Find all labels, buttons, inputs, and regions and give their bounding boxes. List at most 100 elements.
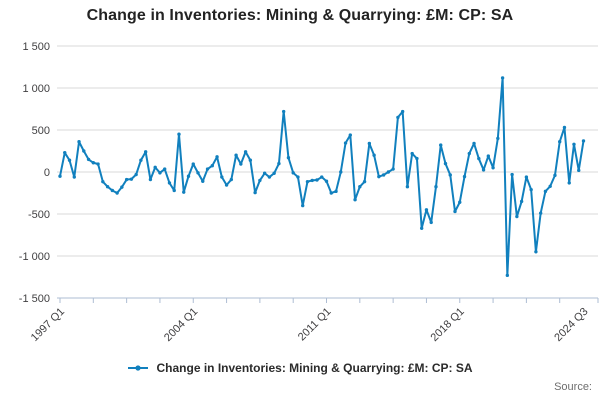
data-point[interactable] bbox=[129, 177, 134, 181]
data-point[interactable] bbox=[567, 181, 571, 185]
data-point[interactable] bbox=[77, 140, 81, 144]
data-point[interactable] bbox=[458, 200, 462, 204]
data-point[interactable] bbox=[339, 170, 343, 174]
data-point[interactable] bbox=[86, 157, 91, 162]
data-point[interactable] bbox=[139, 158, 143, 162]
data-point[interactable] bbox=[253, 190, 257, 195]
data-point[interactable] bbox=[258, 178, 262, 183]
data-point[interactable] bbox=[377, 174, 381, 179]
data-point[interactable] bbox=[215, 155, 219, 159]
data-point[interactable] bbox=[419, 226, 424, 230]
data-point[interactable] bbox=[334, 189, 338, 194]
data-point[interactable] bbox=[167, 181, 172, 185]
data-point[interactable] bbox=[229, 177, 234, 182]
data-point[interactable] bbox=[205, 167, 210, 171]
data-point[interactable] bbox=[248, 158, 253, 162]
data-point[interactable] bbox=[158, 171, 162, 175]
data-point[interactable] bbox=[515, 214, 519, 219]
data-point[interactable] bbox=[562, 125, 567, 130]
data-point[interactable] bbox=[329, 191, 333, 195]
data-point[interactable] bbox=[182, 190, 186, 194]
data-point[interactable] bbox=[391, 167, 395, 171]
data-point[interactable] bbox=[243, 150, 248, 154]
data-point[interactable] bbox=[362, 179, 367, 184]
data-point[interactable] bbox=[143, 150, 148, 154]
data-point[interactable] bbox=[220, 175, 224, 179]
data-point[interactable] bbox=[82, 149, 86, 153]
data-point[interactable] bbox=[286, 156, 291, 160]
data-point[interactable] bbox=[110, 188, 115, 193]
data-point[interactable] bbox=[301, 203, 305, 208]
data-point[interactable] bbox=[486, 154, 491, 158]
data-point[interactable] bbox=[120, 185, 124, 189]
data-point[interactable] bbox=[96, 162, 100, 166]
data-point[interactable] bbox=[201, 179, 205, 183]
data-point[interactable] bbox=[429, 220, 433, 225]
chart-legend[interactable]: Change in Inventories: Mining & Quarryin… bbox=[0, 361, 600, 375]
data-point[interactable] bbox=[510, 172, 514, 177]
data-point[interactable] bbox=[272, 171, 276, 175]
data-point[interactable] bbox=[548, 184, 552, 188]
data-point[interactable] bbox=[534, 250, 538, 254]
data-point[interactable] bbox=[186, 174, 191, 178]
data-point[interactable] bbox=[415, 156, 419, 161]
data-point[interactable] bbox=[491, 166, 495, 170]
data-point[interactable] bbox=[267, 175, 272, 179]
data-point[interactable] bbox=[315, 178, 319, 182]
data-point[interactable] bbox=[262, 171, 267, 175]
data-point[interactable] bbox=[63, 150, 67, 155]
data-point[interactable] bbox=[543, 189, 548, 194]
data-point[interactable] bbox=[524, 175, 529, 179]
data-point[interactable] bbox=[163, 167, 167, 171]
data-point[interactable] bbox=[353, 198, 357, 202]
data-point[interactable] bbox=[224, 183, 229, 187]
data-point[interactable] bbox=[367, 141, 372, 146]
data-point[interactable] bbox=[196, 171, 200, 175]
data-point[interactable] bbox=[310, 178, 314, 183]
data-point[interactable] bbox=[296, 175, 300, 179]
data-point[interactable] bbox=[291, 171, 295, 175]
data-point[interactable] bbox=[101, 179, 105, 184]
data-point[interactable] bbox=[529, 187, 533, 192]
data-point[interactable] bbox=[277, 161, 281, 166]
data-point[interactable] bbox=[191, 162, 195, 166]
data-point[interactable] bbox=[581, 139, 586, 143]
data-point[interactable] bbox=[358, 185, 362, 189]
data-point[interactable] bbox=[434, 185, 438, 189]
data-point[interactable] bbox=[210, 164, 214, 168]
data-point[interactable] bbox=[505, 273, 510, 278]
data-point[interactable] bbox=[410, 151, 414, 156]
data-point[interactable] bbox=[320, 175, 324, 179]
data-point[interactable] bbox=[372, 153, 376, 157]
data-point[interactable] bbox=[305, 179, 310, 184]
data-point[interactable] bbox=[239, 162, 243, 166]
data-point[interactable] bbox=[58, 174, 62, 178]
data-point[interactable] bbox=[553, 173, 557, 178]
data-point[interactable] bbox=[72, 175, 76, 179]
data-point[interactable] bbox=[134, 172, 138, 177]
data-point[interactable] bbox=[343, 141, 348, 145]
data-point[interactable] bbox=[500, 76, 505, 80]
data-point[interactable] bbox=[477, 156, 481, 161]
data-point[interactable] bbox=[177, 132, 181, 136]
data-point[interactable] bbox=[448, 173, 452, 177]
data-point[interactable] bbox=[453, 209, 457, 214]
data-point[interactable] bbox=[67, 158, 72, 162]
data-point[interactable] bbox=[148, 177, 153, 182]
data-point[interactable] bbox=[405, 185, 410, 189]
data-point[interactable] bbox=[348, 133, 352, 137]
data-point[interactable] bbox=[467, 151, 471, 156]
data-point[interactable] bbox=[424, 208, 429, 212]
data-point[interactable] bbox=[105, 185, 110, 189]
data-point[interactable] bbox=[386, 170, 391, 174]
data-point[interactable] bbox=[396, 115, 400, 120]
data-point[interactable] bbox=[234, 153, 238, 157]
data-point[interactable] bbox=[496, 136, 500, 141]
data-point[interactable] bbox=[577, 168, 581, 173]
data-point[interactable] bbox=[153, 165, 157, 170]
data-point[interactable] bbox=[281, 109, 286, 114]
data-point[interactable] bbox=[439, 143, 443, 147]
data-point[interactable] bbox=[172, 188, 176, 193]
data-point[interactable] bbox=[462, 174, 467, 179]
data-point[interactable] bbox=[558, 140, 562, 144]
